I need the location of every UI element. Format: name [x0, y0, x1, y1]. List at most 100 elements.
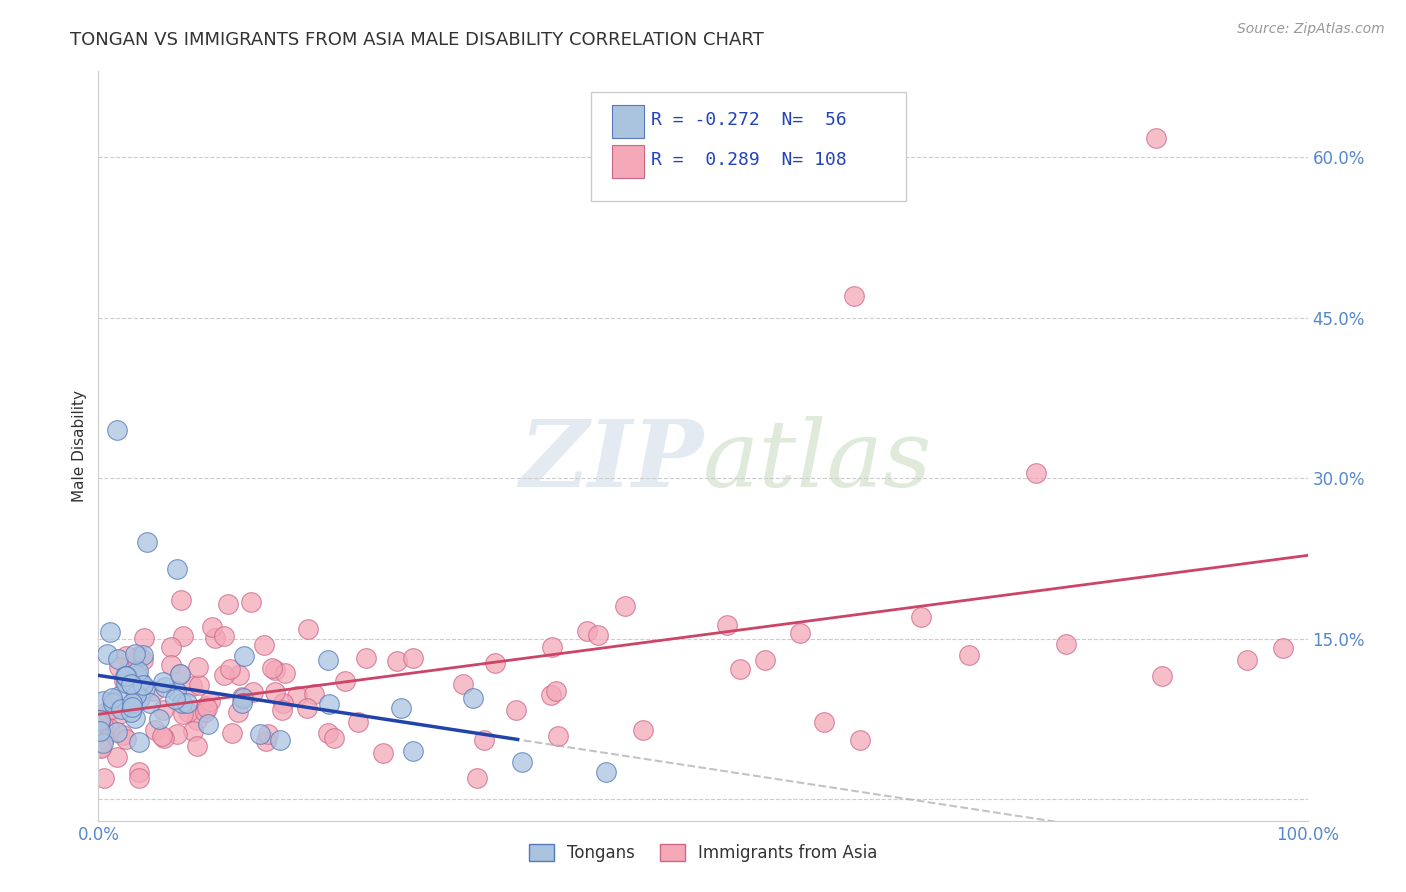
- Point: [232, 648, 254, 663]
- Point: [254, 734, 277, 748]
- Point: [89, 714, 111, 729]
- Text: Source: ZipAtlas.com: Source: ZipAtlas.com: [1237, 22, 1385, 37]
- Point: [316, 726, 339, 740]
- Point: [135, 535, 157, 549]
- Point: [108, 689, 131, 703]
- Point: [194, 699, 217, 714]
- Point: [132, 653, 155, 667]
- Point: [120, 705, 142, 719]
- Point: [94, 705, 117, 719]
- Point: [160, 640, 183, 655]
- Point: [150, 730, 173, 744]
- Point: [101, 691, 124, 706]
- Point: [127, 664, 149, 678]
- Point: [101, 697, 124, 711]
- Y-axis label: Male Disability: Male Disability: [72, 390, 87, 502]
- Point: [132, 632, 155, 646]
- Point: [269, 733, 291, 747]
- Point: [108, 707, 131, 722]
- Point: [128, 771, 150, 785]
- Point: [155, 681, 177, 695]
- Point: [257, 727, 280, 741]
- Point: [100, 625, 122, 640]
- Point: [166, 727, 188, 741]
- Point: [187, 660, 209, 674]
- Point: [465, 771, 488, 785]
- Point: [114, 731, 136, 746]
- Point: [402, 651, 425, 665]
- Point: [547, 729, 569, 743]
- Point: [212, 629, 235, 643]
- Point: [540, 688, 562, 702]
- Point: [221, 725, 243, 739]
- Point: [402, 744, 425, 758]
- Legend: Tongans, Immigrants from Asia: Tongans, Immigrants from Asia: [522, 837, 884, 869]
- Point: [232, 691, 254, 706]
- Point: [128, 735, 150, 749]
- Point: [194, 706, 217, 720]
- Point: [228, 668, 250, 682]
- Point: [153, 731, 176, 745]
- Point: [263, 685, 285, 699]
- Point: [103, 696, 125, 710]
- Point: [186, 713, 208, 727]
- Point: [228, 706, 250, 720]
- Point: [957, 648, 980, 662]
- Point: [1152, 669, 1174, 683]
- Point: [108, 660, 131, 674]
- Point: [115, 649, 138, 664]
- Point: [197, 701, 219, 715]
- Point: [124, 647, 146, 661]
- Point: [212, 668, 235, 682]
- Point: [134, 681, 156, 696]
- Point: [297, 700, 319, 714]
- Point: [231, 690, 253, 704]
- Point: [152, 674, 174, 689]
- Text: R = -0.272  N=  56: R = -0.272 N= 56: [651, 112, 846, 129]
- Point: [273, 696, 295, 710]
- Point: [285, 690, 308, 704]
- Point: [181, 723, 204, 738]
- Point: [129, 674, 152, 689]
- Point: [231, 696, 253, 710]
- Point: [128, 764, 150, 779]
- Point: [89, 714, 111, 728]
- Point: [510, 755, 533, 769]
- Point: [112, 674, 135, 689]
- Point: [728, 662, 751, 676]
- Point: [631, 723, 654, 737]
- Point: [105, 750, 128, 764]
- Point: [165, 692, 187, 706]
- Point: [1272, 640, 1295, 655]
- Point: [219, 661, 242, 675]
- Point: [101, 702, 124, 716]
- Point: [187, 678, 209, 692]
- Point: [249, 727, 271, 741]
- Point: [754, 653, 776, 667]
- Point: [274, 665, 297, 680]
- Point: [318, 697, 340, 711]
- Point: [169, 593, 191, 607]
- Point: [1054, 637, 1077, 651]
- Point: [120, 677, 142, 691]
- Point: [91, 694, 114, 708]
- Point: [169, 667, 191, 681]
- Point: [124, 711, 146, 725]
- Point: [132, 648, 155, 662]
- Point: [91, 736, 114, 750]
- Point: [90, 740, 112, 755]
- Point: [389, 701, 412, 715]
- Point: [186, 739, 208, 753]
- Point: [849, 733, 872, 747]
- Point: [129, 691, 152, 706]
- Point: [297, 622, 319, 636]
- Point: [152, 703, 174, 717]
- Point: [160, 657, 183, 672]
- Point: [198, 693, 221, 707]
- Point: [181, 679, 204, 693]
- Point: [844, 289, 866, 303]
- Point: [139, 697, 162, 711]
- Text: atlas: atlas: [703, 416, 932, 506]
- Point: [197, 716, 219, 731]
- Point: [172, 696, 194, 710]
